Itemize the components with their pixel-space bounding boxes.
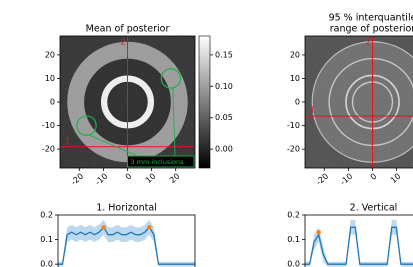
x-tick-label: 10 [144, 172, 158, 185]
inclusion-marker [160, 68, 182, 89]
axes-frame [304, 214, 413, 267]
annotation-text: 3 mm inclusions [131, 158, 185, 166]
y-tick-label: 0 [50, 98, 55, 107]
peak-marker [316, 230, 321, 235]
y-tick-label: 0 [295, 98, 300, 107]
line [305, 226, 413, 265]
leader-line [172, 88, 176, 157]
axes-frame [57, 214, 196, 267]
y-tick-label: -20 [42, 145, 55, 154]
line-label: 2 [366, 38, 371, 47]
y-tick-label: 0.2 [40, 211, 53, 220]
plot-area [60, 36, 195, 168]
x-tick-label: 20 [168, 172, 182, 185]
uncertainty-band [58, 219, 195, 267]
colorbar-tick-label: 0.00 [215, 145, 233, 154]
plot-area [305, 36, 413, 168]
y-tick-label: 0.1 [287, 235, 300, 244]
colorbar-tick-label: 0.15 [215, 50, 233, 59]
leader-line [89, 134, 138, 157]
image-noise [305, 36, 413, 168]
y-tick-label: 0.2 [287, 211, 300, 220]
chart-title: 95 % interquantile [329, 13, 413, 24]
chart-title: 1. Horizontal [96, 203, 157, 214]
annotation-box [127, 155, 195, 168]
chart-title: 2. Vertical [350, 203, 398, 214]
x-tick-label: 10 [389, 172, 403, 185]
y-tick-label: -10 [287, 121, 300, 130]
y-tick-label: -20 [287, 145, 300, 154]
x-tick-label: -10 [93, 172, 109, 187]
plot-area [305, 219, 413, 267]
x-tick-label: 0 [369, 172, 379, 182]
y-tick-label: 0.0 [287, 260, 300, 267]
y-tick-label: 20 [45, 50, 55, 59]
line [58, 226, 195, 265]
x-tick-label: 0 [124, 172, 134, 182]
plot-area [58, 219, 195, 267]
peak-marker [101, 225, 106, 230]
chart-subtitle: range of posterior [330, 24, 413, 35]
colorbar [198, 35, 211, 169]
y-tick-label: 0.1 [40, 235, 53, 244]
inclusion-marker [76, 115, 97, 136]
y-tick-label: -10 [42, 121, 55, 130]
colorbar-tick-label: 0.10 [215, 82, 233, 91]
peak-marker [147, 225, 152, 230]
colorbar-tick-label: 0.05 [215, 113, 233, 122]
y-tick-label: 20 [290, 50, 300, 59]
x-tick-label: -20 [314, 172, 330, 187]
x-tick-label: -20 [69, 172, 85, 187]
y-tick-label: 10 [45, 74, 55, 83]
y-tick-label: 10 [290, 74, 300, 83]
line-label: 2 [121, 38, 126, 47]
y-tick-label: 0.0 [40, 260, 53, 267]
line-label: 1 [65, 136, 70, 145]
chart-title: Mean of posterior [86, 24, 170, 35]
line-label: 1 [310, 106, 315, 115]
x-tick-label: -10 [338, 172, 354, 187]
